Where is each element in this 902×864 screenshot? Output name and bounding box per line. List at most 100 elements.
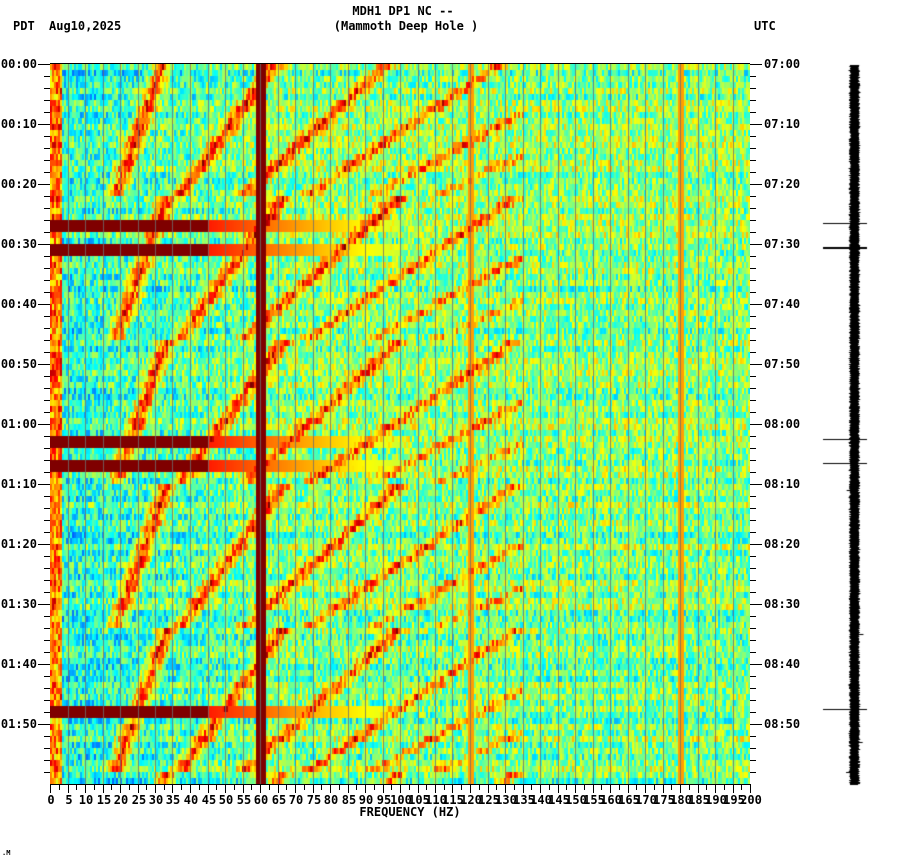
y-tick-right [750, 340, 756, 341]
x-tick [278, 784, 279, 793]
y-tick-right [750, 724, 762, 725]
x-tick [750, 784, 751, 793]
x-tick [496, 784, 497, 790]
x-tick [181, 784, 182, 790]
x-tick-label: 40 [183, 793, 199, 807]
x-tick [199, 784, 200, 790]
x-tick [549, 784, 550, 790]
x-tick [680, 784, 681, 793]
x-tick-label: 125 [478, 793, 500, 807]
y-tick-right [750, 364, 762, 365]
y-tick-left [44, 100, 50, 101]
x-tick-label: 10 [78, 793, 94, 807]
y-tick-right [750, 148, 756, 149]
x-tick [295, 784, 296, 793]
y-tick-label-right: 07:30 [764, 237, 801, 251]
y-tick-right [750, 280, 756, 281]
station-title: MDH1 DP1 NC -- [352, 4, 454, 18]
y-tick-label-right: 07:40 [764, 297, 801, 311]
y-tick-left [44, 436, 50, 437]
x-tick-label: 30 [148, 793, 164, 807]
y-tick-left [38, 424, 50, 425]
y-tick-left [44, 736, 50, 737]
y-tick-right [750, 88, 756, 89]
x-tick [190, 784, 191, 793]
y-tick-right [750, 328, 756, 329]
y-tick-left [38, 64, 50, 65]
x-tick-label: 175 [653, 793, 675, 807]
x-tick [155, 784, 156, 793]
x-tick-label: 20 [113, 793, 129, 807]
y-tick-label-left: 01:40 [0, 657, 37, 671]
y-tick-left [38, 244, 50, 245]
x-tick [68, 784, 69, 793]
x-tick [645, 784, 646, 793]
y-tick-left [44, 628, 50, 629]
y-tick-left [44, 172, 50, 173]
y-tick-right [750, 592, 756, 593]
y-tick-left [38, 124, 50, 125]
y-tick-right [750, 124, 762, 125]
x-tick-label: 70 [288, 793, 304, 807]
x-tick [339, 784, 340, 790]
y-tick-label-right: 08:30 [764, 597, 801, 611]
y-tick-right [750, 736, 756, 737]
x-tick [733, 784, 734, 793]
y-tick-right [750, 64, 762, 65]
x-tick-label: 25 [131, 793, 147, 807]
y-tick-left [44, 616, 50, 617]
station-subtitle: (Mammoth Deep Hole ) [333, 19, 479, 33]
x-tick-label: 155 [583, 793, 605, 807]
y-tick-left [38, 604, 50, 605]
x-tick-label: 45 [201, 793, 217, 807]
x-tick [706, 784, 707, 790]
y-tick-right [750, 376, 756, 377]
x-tick [94, 784, 95, 790]
y-tick-right [750, 556, 756, 557]
y-tick-right [750, 700, 756, 701]
x-tick-label: 55 [236, 793, 252, 807]
y-tick-left [44, 412, 50, 413]
x-tick-label: 5 [65, 793, 73, 807]
x-tick-label: 140 [530, 793, 552, 807]
y-tick-label-right: 07:10 [764, 117, 801, 131]
y-tick-left [44, 88, 50, 89]
y-tick-right [750, 616, 756, 617]
x-tick [50, 784, 51, 793]
y-tick-label-left: 01:00 [0, 417, 37, 431]
x-tick [260, 784, 261, 793]
y-tick-right [750, 484, 762, 485]
y-tick-left [44, 160, 50, 161]
x-tick [365, 784, 366, 793]
y-tick-label-left: 00:10 [0, 117, 37, 131]
x-tick [234, 784, 235, 790]
x-tick-label: 200 [740, 793, 762, 807]
y-tick-left [44, 640, 50, 641]
x-tick [400, 784, 401, 793]
y-tick-label-left: 01:50 [0, 717, 37, 731]
x-tick [225, 784, 226, 793]
x-tick [671, 784, 672, 790]
x-tick [689, 784, 690, 790]
x-tick [575, 784, 576, 793]
x-tick [452, 784, 453, 793]
y-tick-label-left: 00:00 [0, 57, 37, 71]
y-tick-label-right: 08:20 [764, 537, 801, 551]
y-tick-right [750, 244, 762, 245]
y-tick-label-left: 00:50 [0, 357, 37, 371]
x-tick [304, 784, 305, 790]
y-tick-right [750, 400, 756, 401]
x-tick [164, 784, 165, 790]
y-tick-left [44, 568, 50, 569]
right-timezone-label: UTC [754, 19, 776, 33]
y-tick-right [750, 76, 756, 77]
y-tick-right [750, 544, 762, 545]
y-tick-right [750, 232, 756, 233]
y-tick-right [750, 256, 756, 257]
x-tick-label: 120 [460, 793, 482, 807]
x-tick [505, 784, 506, 793]
x-tick-label: 145 [548, 793, 570, 807]
y-tick-left [44, 652, 50, 653]
y-tick-right [750, 160, 756, 161]
x-tick-label: 170 [635, 793, 657, 807]
